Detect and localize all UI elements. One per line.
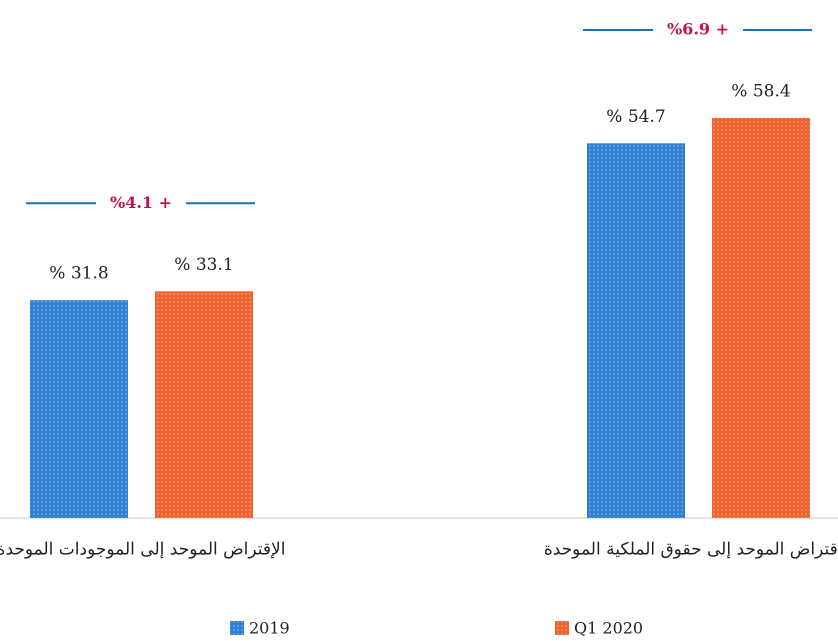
legend-swatch-texture: [230, 621, 244, 635]
value-label: % 58.4: [731, 81, 790, 101]
bar-texture: [155, 291, 253, 518]
legend-label: Q1 2020: [574, 619, 643, 638]
category-label: الإقتراض الموحد إلى الموجودات الموحدة: [0, 540, 285, 560]
value-label: % 31.8: [49, 264, 108, 284]
legend-label: 2019: [249, 619, 290, 638]
category-label: الإقتراض الموحد إلى حقوق الملكية الموحدة: [544, 540, 838, 560]
value-label: % 33.1: [174, 255, 233, 275]
bar-texture: [587, 143, 685, 518]
annotation: %6.9 +: [667, 19, 729, 38]
annotation: %4.1 +: [110, 193, 172, 212]
legend-swatch-texture: [555, 621, 569, 635]
bar-texture: [30, 300, 128, 518]
value-label: % 54.7: [606, 107, 665, 127]
bar-texture: [712, 117, 810, 519]
